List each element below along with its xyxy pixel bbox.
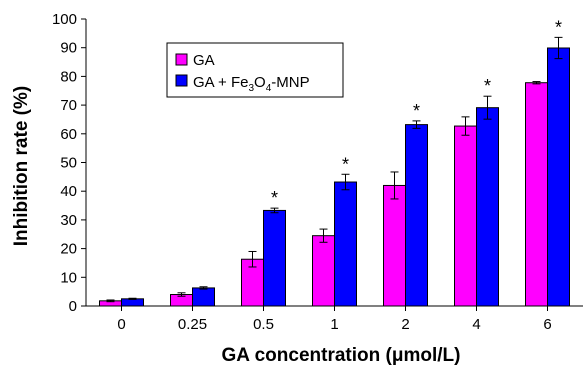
significance-star-4: * bbox=[413, 101, 420, 121]
y-tick-label-10: 10 bbox=[60, 269, 77, 286]
y-tick-label-50: 50 bbox=[60, 155, 77, 172]
error-bars: * * * * * bbox=[106, 17, 563, 303]
y-tick-label-70: 70 bbox=[60, 97, 77, 114]
x-tick-label-2: 0.5 bbox=[253, 316, 274, 333]
legend-label-ga-mnp: GA + Fe3O4-MNP bbox=[193, 74, 310, 94]
y-axis-title: Inhibition rate (%) bbox=[11, 86, 32, 246]
x-tick-label-3: 1 bbox=[330, 316, 338, 333]
legend: GA GA + Fe3O4-MNP bbox=[166, 42, 344, 98]
x-axis-title: GA concentration (μmol/L) bbox=[222, 345, 461, 366]
x-tick-label-6: 6 bbox=[543, 316, 551, 333]
bar-ga-mnp-3 bbox=[334, 181, 357, 307]
x-tick-label-5: 4 bbox=[472, 316, 480, 333]
x-tick-label-0: 0 bbox=[117, 316, 125, 333]
bar-ga-6 bbox=[525, 82, 548, 307]
y-tick-label-100: 100 bbox=[52, 11, 77, 28]
y-tick-label-40: 40 bbox=[60, 183, 77, 200]
legend-box bbox=[166, 42, 344, 98]
x-tick-label-1: 0.25 bbox=[178, 316, 207, 333]
bar-ga-mnp-2 bbox=[263, 209, 286, 307]
significance-star-2: * bbox=[271, 188, 278, 208]
bar-ga-3 bbox=[312, 235, 335, 307]
legend-label-ga: GA bbox=[193, 52, 215, 69]
bar-ga-mnp-4 bbox=[405, 124, 428, 307]
significance-star-3: * bbox=[342, 154, 349, 174]
y-tick-label-60: 60 bbox=[60, 126, 77, 143]
y-tick-label-0: 0 bbox=[69, 298, 77, 315]
significance-star-5: * bbox=[484, 76, 491, 96]
bar-ga-mnp-0 bbox=[121, 298, 144, 307]
y-tick-label-20: 20 bbox=[60, 241, 77, 258]
significance-star-6: * bbox=[555, 17, 562, 37]
legend-swatch-ga-mnp bbox=[175, 74, 188, 87]
bar-ga-5 bbox=[454, 125, 477, 307]
y-tick-label-30: 30 bbox=[60, 212, 77, 229]
x-tick-label-4: 2 bbox=[401, 316, 409, 333]
bar-ga-mnp-6 bbox=[547, 47, 570, 307]
legend-swatch-ga bbox=[175, 53, 188, 66]
bar-ga-mnp-5 bbox=[476, 107, 499, 307]
bar-ga-mnp-1 bbox=[192, 287, 215, 307]
y-tick-label-90: 90 bbox=[60, 40, 77, 57]
bar-ga-4 bbox=[383, 184, 406, 307]
y-tick-label-80: 80 bbox=[60, 68, 77, 85]
